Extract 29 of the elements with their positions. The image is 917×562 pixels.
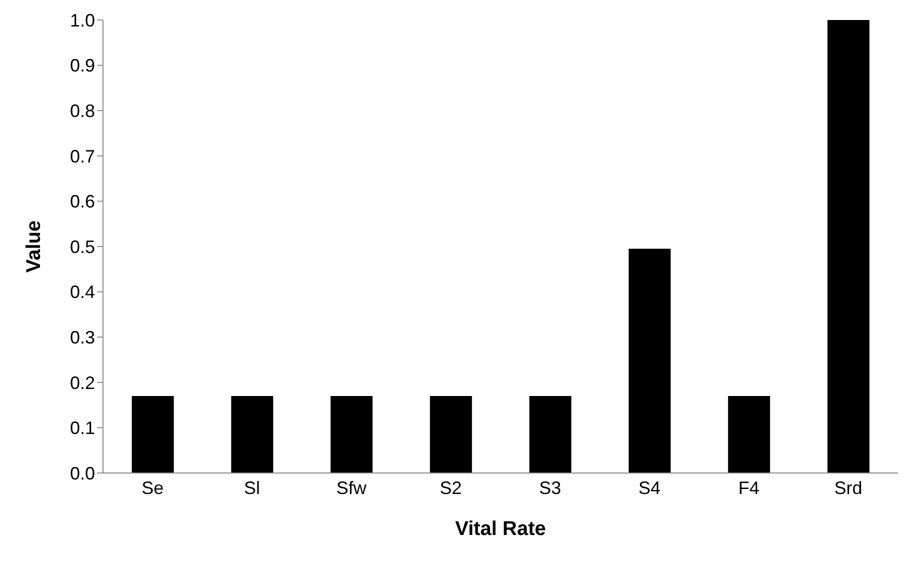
x-tick-label: S4 [638, 478, 661, 498]
x-tick-label: Sfw [336, 478, 368, 498]
y-tick-label: 0.2 [70, 372, 95, 393]
y-tick-label: 0.0 [70, 463, 95, 484]
bar [728, 396, 770, 473]
bar [430, 396, 472, 473]
x-tick-label: S2 [440, 478, 462, 498]
y-axis-title: Value [23, 220, 46, 273]
bar [529, 396, 572, 473]
bar [628, 248, 671, 473]
bar [827, 20, 870, 473]
y-tick-label: 0.4 [70, 282, 95, 302]
y-tick-label: 0.1 [70, 418, 95, 438]
y-tick-label: 1.0 [70, 10, 95, 30]
y-tick-label: 0.6 [70, 192, 95, 212]
y-tick-label: 0.8 [70, 100, 95, 121]
y-tick-label: 0.9 [70, 56, 95, 76]
x-tick-label: Se [142, 478, 164, 498]
x-tick-label: Srd [834, 478, 862, 498]
bar [132, 396, 174, 473]
y-tick-label: 0.3 [70, 327, 95, 348]
x-tick-label: F4 [738, 478, 760, 498]
bar [231, 396, 274, 473]
x-tick-label: Sl [244, 478, 260, 498]
x-tick-label: S3 [539, 478, 562, 498]
x-axis-title: Vital Rate [455, 518, 546, 540]
y-tick-label: 0.7 [70, 146, 95, 166]
y-tick-label: 0.5 [70, 236, 95, 257]
bar [330, 396, 373, 473]
